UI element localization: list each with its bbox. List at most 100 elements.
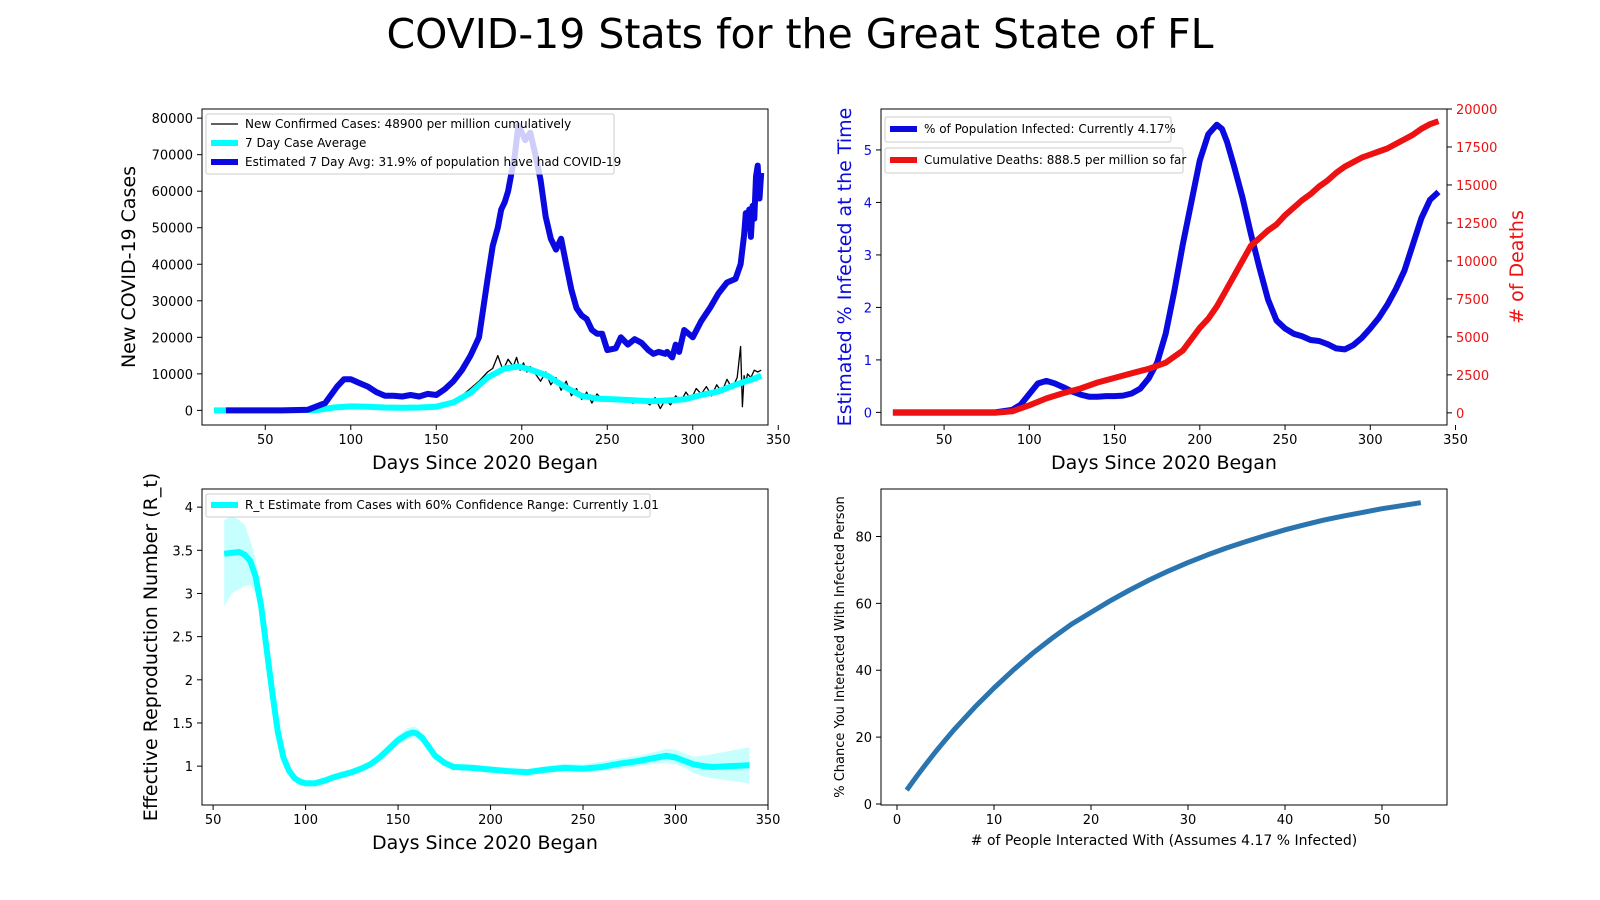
plot-area	[904, 500, 1422, 792]
y-right-tick-label: 17500	[1456, 141, 1497, 156]
legend-label-7-day-average: 7 Day Case Average	[245, 136, 366, 150]
legend-box-deaths	[884, 147, 1184, 174]
x-ticks: 50 100 150 200 250 300 350	[205, 805, 781, 828]
y-tick-label: 0	[864, 406, 872, 421]
legend: % of Population Infected: Currently 4.17…	[884, 116, 1186, 174]
x-tick-label: 50	[936, 433, 953, 448]
x-tick-label: 50	[205, 813, 222, 828]
x-tick-label: 150	[424, 433, 449, 448]
x-tick-label: 350	[1443, 433, 1468, 448]
y-tick-label: 60	[855, 597, 872, 612]
y-tick-label: 2	[185, 674, 193, 689]
x-ticks: 50 100 150 200 250 300 350	[936, 425, 1468, 448]
axes-frame	[201, 488, 769, 806]
y-right-tick-label: 2500	[1456, 369, 1489, 384]
x-tick-label: 250	[571, 813, 596, 828]
y-tick-label: 20	[855, 731, 872, 746]
series-line-1	[214, 363, 763, 414]
y-tick-label: 70000	[152, 149, 193, 164]
y-tick-label: 60000	[152, 185, 193, 200]
x-tick-label: 350	[756, 813, 781, 828]
y-tick-label: 4	[185, 501, 193, 516]
y-axis-label: New COVID-19 Cases	[118, 166, 140, 368]
legend-box	[205, 113, 615, 175]
legend-label-infected: % of Population Infected: Currently 4.17…	[924, 122, 1176, 136]
x-tick-label: 200	[509, 433, 534, 448]
x-tick-label: 150	[1102, 433, 1127, 448]
y-tick-label: 20000	[152, 331, 193, 346]
x-axis-label: Days Since 2020 Began	[1051, 452, 1277, 474]
y-tick-label: 5	[864, 144, 872, 159]
y-tick-label: 4	[864, 196, 872, 211]
x-tick-label: 10	[986, 813, 1003, 828]
y-tick-label: 80	[855, 530, 872, 545]
x-tick-label: 200	[478, 813, 503, 828]
axes-frame	[201, 108, 769, 426]
chart-reproduction-number: 50 100 150 200 250 300 350 1 1.5 2 2.5 3 3.5 4 Days …	[140, 473, 780, 854]
y-axis-label: Effective Reproduction Number (R_t)	[140, 473, 162, 821]
x-tick-label: 200	[1187, 433, 1212, 448]
y-axis-label-right: # of Deaths	[1506, 210, 1528, 324]
legend-box-infected	[884, 116, 1172, 143]
x-tick-label: 350	[766, 433, 791, 448]
series-line-1	[892, 118, 1440, 416]
y-ticks-right: 0 2500 5000 7500 10000 12500 15000 17500 20000	[1447, 103, 1497, 422]
x-tick-label: 20	[1083, 813, 1100, 828]
y-tick-label: 0	[864, 798, 872, 813]
x-tick-label: 100	[338, 433, 363, 448]
chart-interaction-chance: 0 10 20 30 40 50 0 20 40 60 80 # of People Intera…	[833, 488, 1448, 849]
y-axis-label-left: Estimated % Infected at the Time	[834, 108, 856, 427]
y-right-tick-label: 12500	[1456, 217, 1497, 232]
legend-label-rt: R_t Estimate from Cases with 60% Confide…	[245, 498, 659, 512]
x-tick-label: 250	[1273, 433, 1298, 448]
plot-area	[214, 122, 765, 414]
legend: R_t Estimate from Cases with 60% Confide…	[205, 493, 659, 518]
series-line-2	[225, 122, 765, 414]
series-line-0	[904, 500, 1422, 792]
legend: New Confirmed Cases: 48900 per million c…	[205, 113, 621, 175]
y-tick-label: 40000	[152, 258, 193, 273]
y-tick-label: 3	[864, 249, 872, 264]
y-ticks-left: 0 1 2 3 4 5	[864, 144, 881, 421]
page-title: COVID-19 Stats for the Great State of FL	[386, 10, 1214, 58]
axes-frame	[880, 488, 1448, 806]
x-tick-label: 0	[893, 813, 901, 828]
x-tick-label: 100	[1017, 433, 1042, 448]
legend-label-estimated: Estimated 7 Day Avg: 31.9% of population…	[245, 155, 621, 169]
x-ticks: 0 10 20 30 40 50	[893, 805, 1390, 828]
y-tick-label: 0	[185, 404, 193, 419]
y-tick-label: 80000	[152, 112, 193, 127]
x-tick-label: 30	[1180, 813, 1197, 828]
plot-area	[892, 118, 1441, 416]
x-tick-label: 300	[663, 813, 688, 828]
y-tick-label: 2.5	[172, 631, 193, 646]
x-axis-label: # of People Interacted With (Assumes 4.1…	[971, 833, 1357, 849]
y-right-tick-label: 5000	[1456, 331, 1489, 346]
x-tick-label: 50	[257, 433, 274, 448]
x-tick-label: 50	[1374, 813, 1391, 828]
y-tick-label: 50000	[152, 222, 193, 237]
chart-new-cases: 50 100 150 200 250 300 350 0 10000 20000 30000 400…	[118, 108, 791, 474]
x-axis-label: Days Since 2020 Began	[372, 452, 598, 474]
y-right-tick-label: 15000	[1456, 179, 1497, 194]
chart-percent-infected-deaths: 50 100 150 200 250 300 350 0 1 2 3 4 5 0 2500 5000 750…	[834, 103, 1528, 474]
x-tick-label: 250	[595, 433, 620, 448]
y-right-tick-label: 7500	[1456, 293, 1489, 308]
y-right-tick-label: 0	[1456, 407, 1464, 422]
x-tick-label: 300	[1358, 433, 1383, 448]
legend-label-new-cases: New Confirmed Cases: 48900 per million c…	[245, 117, 571, 131]
y-tick-label: 10000	[152, 368, 193, 383]
y-tick-label: 2	[864, 301, 872, 316]
y-axis-label: % Chance You Interacted With Infected Pe…	[833, 496, 848, 798]
plot-area	[223, 515, 750, 787]
y-tick-label: 30000	[152, 295, 193, 310]
y-ticks: 0 10000 20000 30000 40000 50000 60000 70000 8000…	[152, 112, 202, 419]
y-tick-label: 1	[185, 760, 193, 775]
y-tick-label: 40	[855, 664, 872, 679]
legend-label-deaths: Cumulative Deaths: 888.5 per million so …	[924, 153, 1186, 167]
series-line-0	[223, 549, 750, 787]
y-tick-label: 1	[864, 354, 872, 369]
x-tick-label: 40	[1277, 813, 1294, 828]
x-tick-label: 300	[680, 433, 705, 448]
